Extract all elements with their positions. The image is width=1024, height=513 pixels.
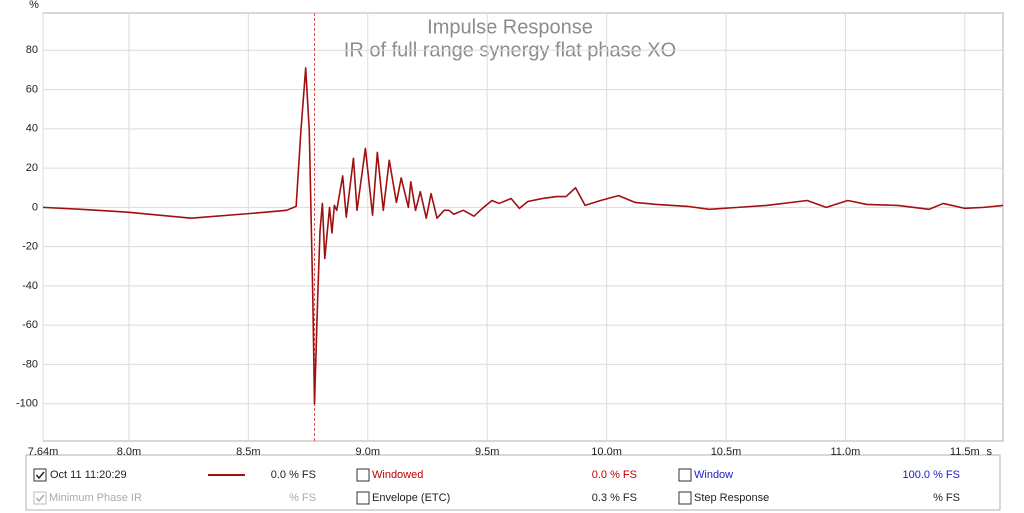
legend-label: Minimum Phase IR <box>49 492 142 504</box>
x-tick-label: 9.0m <box>356 446 380 458</box>
y-tick-label: -40 <box>22 280 38 292</box>
x-unit: s <box>987 446 993 458</box>
legend-readout: % FS <box>933 492 960 504</box>
legend-readout: 100.0 % FS <box>903 469 960 481</box>
legend-label: Envelope (ETC) <box>372 492 450 504</box>
legend-label: Oct 11 11:20:29 <box>50 469 127 481</box>
trace-checkbox[interactable] <box>356 468 370 482</box>
y-tick-label: 40 <box>26 123 38 135</box>
x-tick-label: 11.5m <box>950 446 980 458</box>
y-tick-label: -80 <box>22 358 38 370</box>
check-mark <box>35 471 45 480</box>
y-tick-label: -60 <box>22 319 38 331</box>
trace-checkbox[interactable] <box>678 491 692 505</box>
legend-readout: 0.0 % FS <box>592 469 637 481</box>
series-checkbox[interactable] <box>33 468 47 482</box>
x-tick-label: 10.0m <box>591 446 622 458</box>
data-line <box>42 67 1004 405</box>
x-tick-label: 10.5m <box>711 446 742 458</box>
x-tick-label: 8.0m <box>117 446 141 458</box>
y-tick-label: 80 <box>26 44 38 56</box>
check-mark <box>35 494 45 503</box>
legend-readout: 0.0 % FS <box>271 469 316 481</box>
plot-area <box>42 12 1004 442</box>
chart-title: Impulse Response <box>427 16 593 38</box>
x-tick-label: 9.5m <box>475 446 499 458</box>
y-tick-label: 60 <box>26 83 38 95</box>
legend-label: Windowed <box>372 469 423 481</box>
legend-readout: 0.3 % FS <box>592 492 637 504</box>
x-tick-label: 7.64m <box>28 446 59 458</box>
y-tick-label: 0 <box>32 201 38 213</box>
y-unit: % <box>29 0 39 11</box>
trace-checkbox[interactable] <box>678 468 692 482</box>
y-tick-label: -100 <box>16 398 38 410</box>
x-tick-label: 11.0m <box>831 446 861 458</box>
x-tick-label: 8.5m <box>236 446 260 458</box>
legend-label: Step Response <box>694 492 769 504</box>
legend-readout: % FS <box>289 492 316 504</box>
y-tick-label: 20 <box>26 162 38 174</box>
trace-checkbox[interactable] <box>356 491 370 505</box>
y-tick-label: -20 <box>22 241 38 253</box>
legend-panel <box>25 454 1001 511</box>
legend-label: Window <box>694 469 733 481</box>
trace-checkbox <box>33 491 47 505</box>
